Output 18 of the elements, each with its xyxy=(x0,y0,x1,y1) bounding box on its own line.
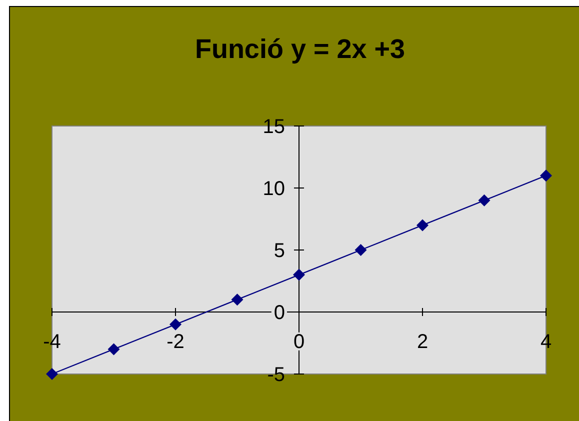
point xyxy=(108,343,120,356)
point xyxy=(231,294,244,306)
point xyxy=(540,170,552,182)
point xyxy=(416,219,428,232)
chart-title: Funció y = 2x +3 xyxy=(194,34,406,64)
x-tick-label: -2 xyxy=(166,331,184,353)
x-tick-label: -4 xyxy=(43,331,61,353)
x-tick-label: 2 xyxy=(416,331,428,353)
point xyxy=(46,368,58,380)
point xyxy=(354,244,367,256)
x-tick-label: 4 xyxy=(540,331,552,353)
y-tick-label: 5 xyxy=(274,240,285,262)
point xyxy=(293,268,305,281)
x-tick-label: 0 xyxy=(293,331,305,353)
point xyxy=(478,194,490,206)
point xyxy=(170,318,182,330)
y-tick-label: 0 xyxy=(274,302,285,324)
y-tick-label: 10 xyxy=(262,178,285,200)
